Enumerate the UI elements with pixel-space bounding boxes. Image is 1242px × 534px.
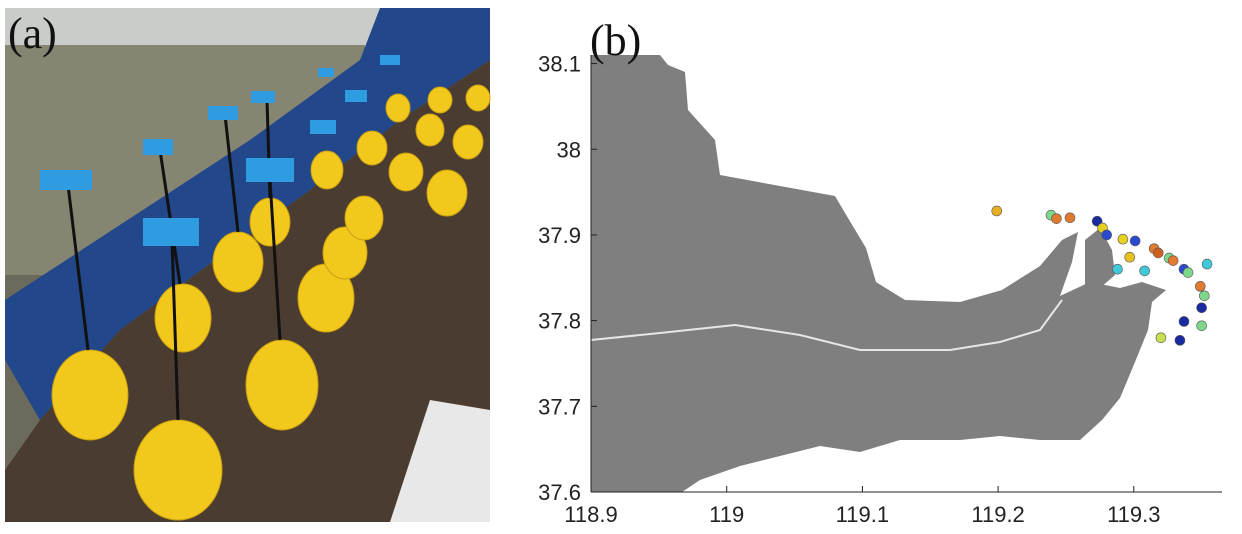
drifter-point — [1153, 248, 1163, 258]
drifter-point — [1102, 230, 1112, 240]
x-tick-label: 119.2 — [971, 502, 1024, 527]
figure: (a) (b) 118.9 119 119.1 119.2 119.3 37.6 37.7 3… — [0, 0, 1242, 534]
drifter-point — [1197, 303, 1207, 313]
drifter-point — [1183, 268, 1193, 278]
drifter-point — [1156, 333, 1166, 343]
y-tick-label: 38 — [557, 137, 581, 162]
y-tick-label: 37.9 — [538, 223, 581, 248]
x-tick-label: 119.1 — [836, 502, 889, 527]
y-tick-label: 37.7 — [538, 394, 581, 419]
panel-label: (a) — [8, 9, 57, 58]
x-tick-label: 119 — [709, 502, 744, 527]
y-tick-label: 37.6 — [538, 480, 581, 505]
drifter-point — [1202, 259, 1212, 269]
drifter-point — [1197, 321, 1207, 331]
drifter-point — [1179, 316, 1189, 326]
land — [591, 55, 1166, 492]
panel-label: (b) — [590, 16, 641, 65]
x-tick-label: 118.9 — [564, 502, 617, 527]
drifter-point — [1130, 236, 1140, 246]
drifter-point — [1125, 252, 1135, 262]
photo — [5, 8, 490, 522]
drifter-point — [1168, 256, 1178, 266]
drifter-point — [1113, 264, 1123, 274]
drifter-point — [1118, 234, 1128, 244]
drifter-point — [992, 206, 1002, 216]
y-tick-label: 37.8 — [538, 309, 581, 334]
drifter-point — [1175, 335, 1185, 345]
drifter-point — [1195, 281, 1205, 291]
drifter-point — [1199, 291, 1209, 301]
drifter-point — [1065, 213, 1075, 223]
x-tick-label: 119.3 — [1107, 502, 1160, 527]
drifter-point — [1051, 214, 1061, 224]
map — [591, 55, 1222, 492]
y-tick-label: 38.1 — [538, 52, 581, 77]
drifter-point — [1140, 266, 1150, 276]
